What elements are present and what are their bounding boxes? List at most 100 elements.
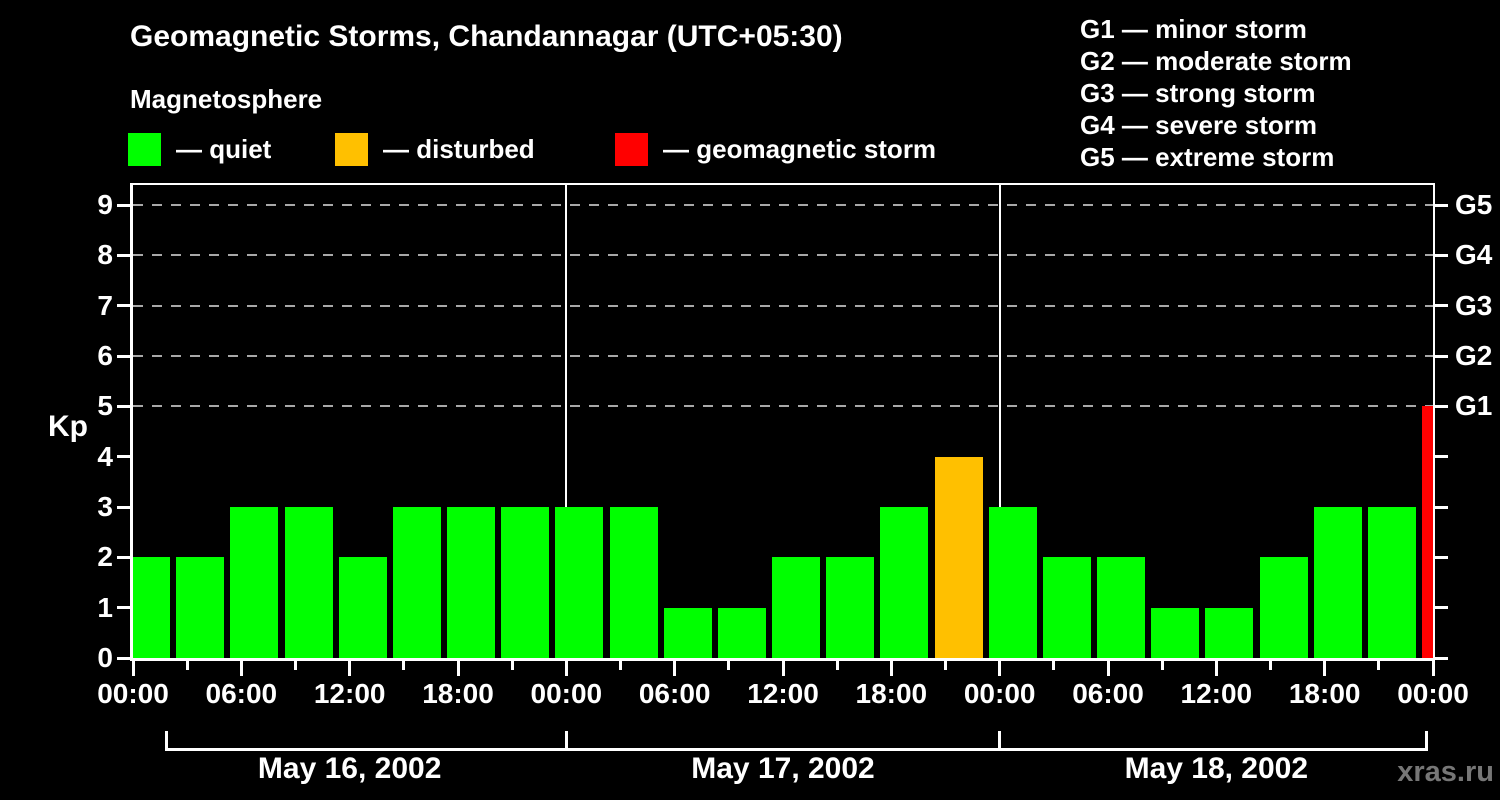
date-ruler-line xyxy=(165,748,1428,751)
x-axis-tick xyxy=(998,661,1002,676)
y-axis-tick-left xyxy=(117,203,130,207)
y-axis-tick-right xyxy=(1435,203,1448,207)
x-axis-tick xyxy=(889,661,893,676)
storm-scale-g4: G4 — severe storm xyxy=(1080,110,1318,140)
y-axis-tick-right xyxy=(1435,354,1448,358)
x-axis-tick xyxy=(1431,661,1435,676)
x-axis-tick xyxy=(835,661,839,670)
kp-bar xyxy=(284,507,333,658)
x-axis-tick xyxy=(944,661,947,670)
x-axis-tick xyxy=(1052,661,1056,670)
y-axis-label: 0 xyxy=(97,642,113,673)
y-axis-label: 5 xyxy=(97,390,113,422)
y-axis-tick-right xyxy=(1435,555,1448,559)
storm-scale-g5: G5 — extreme storm xyxy=(1080,142,1335,172)
legend-label-disturbed: — disturbed xyxy=(383,134,535,164)
kp-bar xyxy=(1205,607,1254,658)
y-axis-tick-right xyxy=(1435,606,1448,610)
x-axis-time-label: 00:00 xyxy=(530,678,603,709)
x-axis-tick xyxy=(402,661,406,670)
kp-bar xyxy=(1313,507,1362,658)
date-label: May 16, 2002 xyxy=(257,752,442,785)
kp-bar xyxy=(1151,607,1200,658)
disturbed-color-swatch xyxy=(335,133,368,166)
page-title: Geomagnetic Storms, Chandannagar (UTC+05… xyxy=(130,20,843,53)
y-axis-tick-right xyxy=(1435,404,1448,408)
x-axis-time-label: 12:00 xyxy=(1180,678,1253,709)
kp-bar xyxy=(1042,557,1091,658)
x-axis-tick xyxy=(1214,661,1218,676)
kp-bar xyxy=(392,507,441,658)
y-axis-tick-left xyxy=(117,404,130,408)
quiet-color-swatch xyxy=(128,133,161,166)
storm-scale-g1: G1 — minor storm xyxy=(1080,14,1307,44)
kp-bar xyxy=(1422,406,1433,658)
y-axis-tick-left xyxy=(117,555,130,559)
date-label: May 17, 2002 xyxy=(691,752,875,785)
x-axis-tick xyxy=(727,661,731,670)
kp-bar xyxy=(1367,507,1416,658)
y-axis-tick-right xyxy=(1435,253,1448,257)
date-ruler-stub xyxy=(1425,731,1428,751)
storm-scale-g2: G2 — moderate storm xyxy=(1080,46,1352,76)
kp-bar xyxy=(772,557,821,658)
g-level-label: G2 xyxy=(1455,340,1493,371)
watermark: xras.ru xyxy=(1397,756,1494,788)
g-level-label: G1 xyxy=(1455,390,1493,422)
x-axis-time-label: 18:00 xyxy=(855,678,928,709)
kp-bar xyxy=(880,507,929,658)
y-axis-label: 6 xyxy=(97,340,113,371)
y-axis-label: 7 xyxy=(97,289,113,321)
x-axis-tick xyxy=(1160,661,1164,670)
kp-bar xyxy=(501,507,550,658)
x-axis-tick xyxy=(131,661,135,676)
g-level-label: G3 xyxy=(1455,289,1493,321)
kp-bar xyxy=(988,507,1037,658)
gridline-kp5 xyxy=(133,405,1433,408)
kp-bar xyxy=(663,607,712,658)
y-axis-label: 1 xyxy=(97,591,113,623)
y-axis-label: 8 xyxy=(97,239,113,271)
y-axis-label: 2 xyxy=(97,541,113,573)
y-axis-tick-right xyxy=(1435,505,1448,509)
day-separator xyxy=(565,185,568,658)
x-axis-tick xyxy=(456,661,460,676)
y-axis-tick-left xyxy=(117,354,130,358)
x-axis-tick xyxy=(1377,661,1381,670)
g-level-label: G5 xyxy=(1455,189,1493,220)
legend-item-storm: — geomagnetic storm xyxy=(615,133,936,166)
g-level-label: G4 xyxy=(1455,239,1493,271)
kp-bar xyxy=(1259,557,1308,658)
y-axis-tick-left xyxy=(117,606,130,610)
x-axis-tick xyxy=(564,661,568,676)
legend-item-quiet: — quiet xyxy=(128,133,271,166)
x-axis-tick xyxy=(239,661,243,676)
gridline-kp6 xyxy=(133,355,1433,357)
kp-bar xyxy=(133,557,171,658)
y-axis-tick-left xyxy=(117,304,130,308)
x-axis-time-label: 00:00 xyxy=(1397,678,1469,709)
x-axis-time-label: 12:00 xyxy=(747,678,819,709)
gridline-kp8 xyxy=(133,254,1433,257)
kp-bar xyxy=(934,456,983,658)
legend-item-disturbed: — disturbed xyxy=(335,133,535,166)
gridline-kp7 xyxy=(133,304,1433,307)
kp-bar xyxy=(447,507,496,658)
y-axis-label: 3 xyxy=(97,491,113,522)
x-axis-time-label: 18:00 xyxy=(1288,678,1361,709)
y-axis-tick-left xyxy=(117,253,130,257)
x-axis-time-label: 06:00 xyxy=(1072,678,1144,709)
y-axis-tick-left xyxy=(117,505,130,509)
storm-color-swatch xyxy=(615,133,648,166)
x-axis-tick xyxy=(1269,661,1272,670)
kp-bar xyxy=(609,507,658,658)
gridline-kp9 xyxy=(133,204,1433,206)
date-label: May 18, 2002 xyxy=(1124,752,1309,785)
legend-label-quiet: — quiet xyxy=(176,134,272,164)
date-ruler-stub xyxy=(998,731,1002,751)
y-axis-tick-right xyxy=(1435,304,1448,308)
y-axis-tick-right xyxy=(1435,656,1448,660)
y-axis-title: Kp xyxy=(48,409,88,443)
chart-subtitle: Magnetosphere xyxy=(130,84,323,114)
x-axis-time-label: 00:00 xyxy=(963,678,1036,709)
